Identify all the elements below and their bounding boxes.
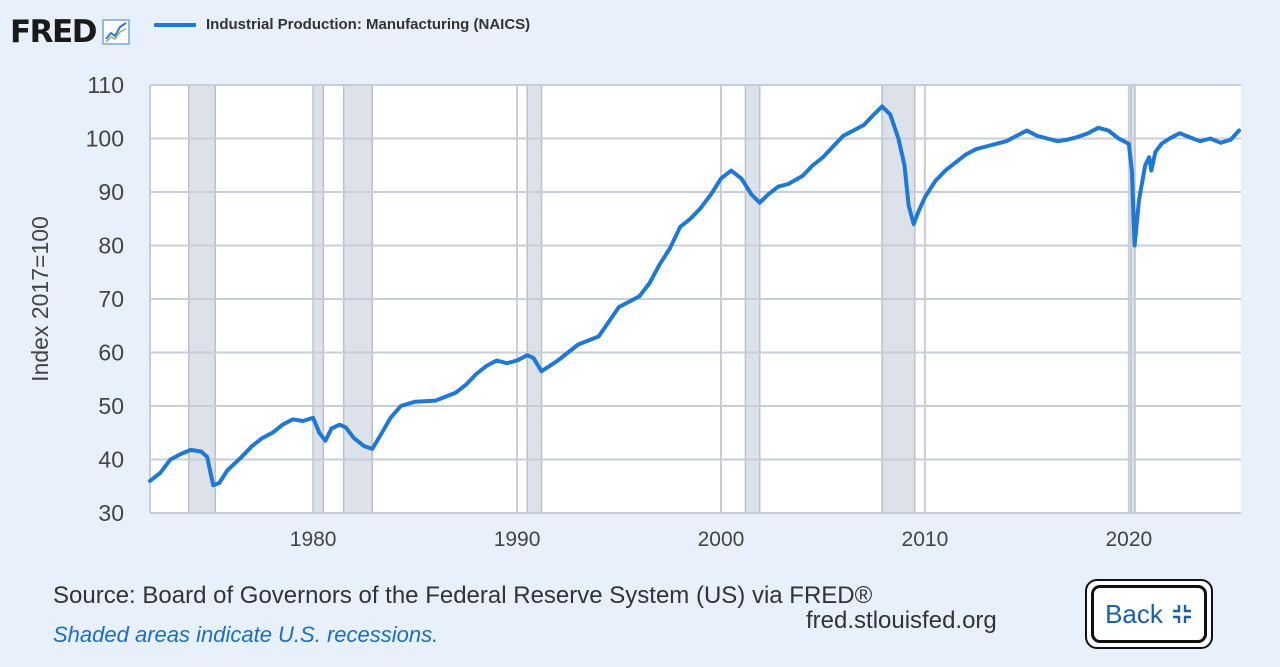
recession-note: Shaded areas indicate U.S. recessions. [53, 622, 439, 647]
back-button[interactable]: Back [1085, 579, 1213, 649]
x-tick-label: 2010 [902, 528, 949, 551]
x-tick-label: 1980 [290, 528, 337, 551]
y-tick-label: 40 [98, 447, 124, 473]
y-tick-label: 50 [98, 393, 124, 419]
legend-label: Industrial Production: Manufacturing (NA… [206, 16, 531, 33]
fred-logo[interactable]: FRED [10, 14, 130, 50]
legend-swatch [154, 22, 196, 27]
fred-url[interactable]: fred.stlouisfed.org [806, 607, 997, 634]
y-axis-label: Index 2017=100 [27, 216, 53, 382]
back-button-inner[interactable]: Back [1091, 585, 1207, 643]
line-chart: 30 40 50 60 70 80 90 100 110 1980 1990 2000 2010 202… [27, 72, 1241, 551]
collapse-icon [1172, 605, 1191, 623]
source-text: Source: Board of Governors of the Federa… [53, 582, 873, 609]
x-tick-label: 2020 [1105, 528, 1152, 551]
back-label: Back [1105, 598, 1163, 629]
y-tick-label: 100 [86, 126, 124, 152]
y-tick-label: 60 [98, 340, 124, 366]
line-chart-icon [102, 19, 130, 45]
x-tick-label: 1990 [494, 528, 541, 551]
y-axis-ticks: 30 40 50 60 70 80 90 100 110 [86, 72, 124, 526]
series-line [148, 104, 1241, 488]
chart-legend: Industrial Production: Manufacturing (NA… [154, 16, 530, 33]
x-tick-label: 2000 [698, 528, 745, 551]
x-axis-ticks: 1980 1990 2000 2010 2020 [290, 528, 1152, 551]
fred-logo-text: FRED [10, 14, 97, 50]
y-tick-label: 90 [98, 179, 124, 205]
y-tick-label: 70 [98, 286, 124, 312]
y-tick-label: 110 [87, 72, 124, 98]
chart-header: FRED Industrial Production: Manufacturin… [0, 0, 1280, 60]
y-tick-label: 30 [98, 500, 124, 526]
gridlines [149, 84, 1241, 514]
y-tick-label: 80 [98, 233, 124, 259]
